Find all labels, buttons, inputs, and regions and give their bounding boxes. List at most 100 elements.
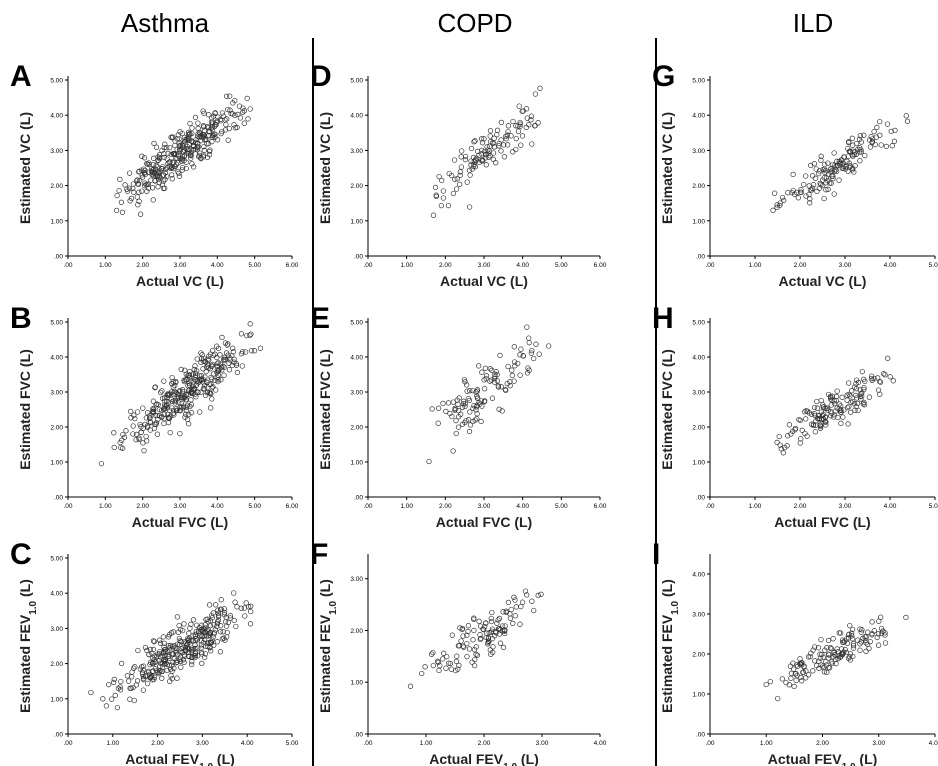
scatter-point	[135, 181, 142, 188]
scatter-point	[511, 344, 517, 350]
scatter-point	[459, 148, 465, 154]
scatter-point	[505, 363, 511, 370]
scatter-point	[464, 640, 470, 647]
scatter-point	[112, 692, 118, 699]
scatter-point	[169, 374, 175, 381]
scatter-point	[828, 394, 834, 401]
scatter-point	[519, 599, 526, 605]
scatter-point	[227, 93, 233, 99]
scatter-point	[176, 173, 183, 179]
scatter-point	[478, 136, 485, 142]
scatter-point	[210, 352, 217, 359]
x-tick-label: .00	[363, 262, 372, 269]
scatter-point	[177, 654, 184, 660]
scatter-point	[863, 634, 869, 640]
scatter-point	[836, 405, 842, 412]
scatter-point	[815, 645, 822, 651]
scatter-point	[531, 607, 537, 614]
scatter-point	[462, 156, 469, 163]
scatter-point	[857, 158, 863, 164]
scatter-point	[536, 351, 542, 357]
scatter-point	[449, 413, 455, 420]
scatter-point	[171, 398, 177, 404]
scatter-point	[132, 415, 138, 422]
scatter-point	[453, 430, 459, 437]
scatter-point	[520, 108, 526, 114]
scatter-point	[190, 371, 196, 377]
scatter-point	[141, 155, 148, 161]
scatter-point	[241, 120, 247, 126]
scatter-point	[828, 169, 834, 175]
scatter-point	[166, 415, 173, 421]
scatter-point	[244, 95, 250, 102]
scatter-point	[797, 189, 804, 195]
scatter-point	[803, 407, 809, 414]
scatter-point	[466, 646, 473, 652]
scatter-point	[904, 118, 911, 124]
scatter-point	[219, 334, 225, 341]
scatter-point	[247, 621, 254, 627]
scatter-point	[131, 189, 137, 195]
scatter-point	[430, 649, 436, 656]
scatter-point	[474, 395, 481, 401]
scatter-point	[176, 136, 182, 142]
x-tick-label: 3.00	[839, 262, 852, 269]
scatter-point	[188, 149, 195, 155]
scatter-point	[777, 442, 783, 448]
scatter-point	[183, 407, 190, 413]
scatter-point	[150, 406, 156, 412]
y-axis-label: Estimated VC (L)	[659, 112, 675, 224]
scatter-point	[876, 378, 883, 385]
scatter-point	[498, 137, 504, 143]
scatter-point	[445, 400, 452, 406]
scatter-point	[526, 335, 532, 341]
scatter-point	[817, 180, 823, 187]
scatter-point	[164, 165, 171, 171]
x-tick-label: 1.00	[749, 262, 762, 269]
scatter-point	[450, 190, 457, 197]
scatter-point	[828, 659, 835, 665]
scatter-point	[517, 621, 523, 627]
scatter-point	[535, 120, 541, 126]
scatter-point	[823, 422, 829, 428]
scatter-point	[821, 669, 828, 675]
scatter-point	[208, 115, 215, 121]
scatter-point	[478, 398, 484, 404]
scatter-point	[206, 602, 213, 608]
scatter-point	[848, 630, 855, 636]
scatter-point	[482, 365, 489, 371]
panel-label: A	[10, 60, 32, 93]
scatter-point	[440, 400, 446, 407]
scatter-point	[98, 460, 105, 467]
scatter-point	[114, 704, 121, 711]
scatter-point	[779, 194, 786, 201]
scatter-point	[496, 143, 502, 149]
scatter-point	[798, 436, 804, 442]
scatter-point	[838, 420, 844, 426]
scatter-point	[214, 137, 221, 143]
scatter-point	[151, 140, 157, 147]
scatter-point	[138, 429, 144, 436]
scatter-point	[479, 369, 485, 375]
scatter-point	[219, 110, 226, 116]
scatter-point	[812, 658, 818, 664]
scatter-point	[214, 343, 220, 349]
scatter-point	[168, 396, 175, 403]
scatter-point	[165, 150, 171, 157]
scatter-point	[193, 394, 199, 400]
scatter-point	[195, 628, 202, 634]
scatter-point	[214, 639, 220, 645]
scatter-point	[831, 412, 837, 418]
scatter-point	[816, 170, 822, 177]
scatter-point	[190, 646, 196, 653]
y-tick-label: .00	[354, 732, 363, 739]
scatter-point	[153, 144, 160, 150]
scatter-point	[833, 398, 840, 404]
scatter-point	[207, 639, 214, 646]
scatter-point	[111, 444, 117, 451]
scatter-point	[212, 110, 218, 116]
scatter-point	[227, 107, 233, 113]
scatter-point	[889, 143, 895, 149]
scatter-point	[204, 627, 210, 634]
y-tick-label: 4.00	[50, 591, 63, 598]
